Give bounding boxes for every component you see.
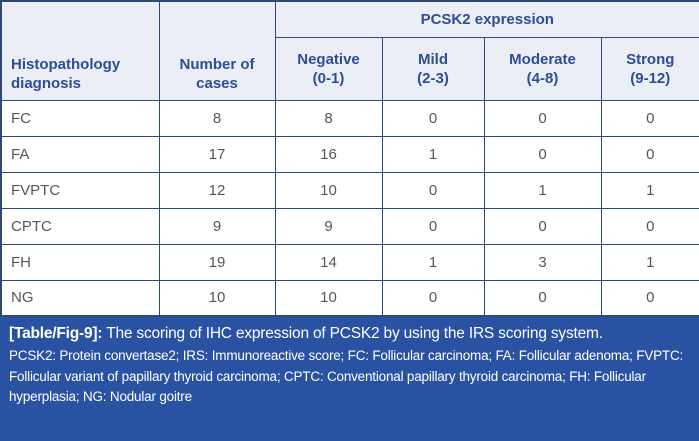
cell-cases: 12 <box>158 171 276 209</box>
cell-cases: 9 <box>158 207 276 245</box>
cell-strong: 0 <box>600 279 699 317</box>
header-moderate-range: (4-8) <box>526 69 559 87</box>
header-strong-range: (9-12) <box>630 69 671 87</box>
header-strong: Strong (9-12) <box>600 36 699 101</box>
figure-caption: [Table/Fig-9]: The scoring of IHC expres… <box>0 317 699 441</box>
cell-strong: 1 <box>600 171 699 209</box>
header-histopathology-diagnosis: Histopathology diagnosis <box>0 0 160 101</box>
cell-moderate: 0 <box>483 279 602 317</box>
table-row-fh: FH 19 14 1 3 1 <box>0 243 699 281</box>
cell-mild: 0 <box>381 279 485 317</box>
cell-negative: 10 <box>274 279 383 317</box>
header-negative-label: Negative <box>297 50 360 68</box>
scoring-table: Histopathology diagnosis Number of cases… <box>0 0 699 317</box>
header-moderate: Moderate (4-8) <box>483 36 602 101</box>
cell-strong: 1 <box>600 243 699 281</box>
table-body: FC 8 8 0 0 0 FA 17 16 1 0 0 FVPTC 12 10 … <box>0 99 699 317</box>
caption-footnote: PCSK2: Protein convertase2; IRS: Immunor… <box>9 348 684 404</box>
cell-diagnosis: FH <box>0 243 160 281</box>
header-mild-range: (2-3) <box>417 69 449 87</box>
header-mild-label: Mild <box>418 50 448 68</box>
sub-header-row: Negative (0-1) Mild (2-3) Moderate (4-8)… <box>1 36 699 101</box>
cell-diagnosis: CPTC <box>0 207 160 245</box>
header-mild: Mild (2-3) <box>381 36 485 101</box>
cell-negative: 16 <box>274 135 383 173</box>
cell-negative: 10 <box>274 171 383 209</box>
cell-diagnosis: NG <box>0 279 160 317</box>
cell-negative: 9 <box>274 207 383 245</box>
cell-negative: 8 <box>274 99 383 137</box>
cell-diagnosis: FC <box>0 99 160 137</box>
header-pcsk2-expression: PCSK2 expression <box>274 0 699 38</box>
group-header-row: Histopathology diagnosis Number of cases… <box>0 0 699 101</box>
cell-moderate: 1 <box>483 171 602 209</box>
header-negative-range: (0-1) <box>312 69 345 87</box>
table-row-fc: FC 8 8 0 0 0 <box>0 99 699 137</box>
cell-strong: 0 <box>600 207 699 245</box>
cell-mild: 1 <box>381 243 485 281</box>
header-number-of-cases: Number of cases <box>158 0 276 101</box>
cell-moderate: 0 <box>483 135 602 173</box>
cell-moderate: 3 <box>483 243 602 281</box>
cell-cases: 17 <box>158 135 276 173</box>
cell-cases: 8 <box>158 99 276 137</box>
table-header: Histopathology diagnosis Number of cases… <box>0 0 699 101</box>
cell-diagnosis: FVPTC <box>0 171 160 209</box>
cell-mild: 0 <box>381 99 485 137</box>
caption-title: [Table/Fig-9]: The scoring of IHC expres… <box>9 323 690 344</box>
cell-moderate: 0 <box>483 207 602 245</box>
table-row-fvptc: FVPTC 12 10 0 1 1 <box>0 171 699 209</box>
cell-mild: 0 <box>381 207 485 245</box>
cell-moderate: 0 <box>483 99 602 137</box>
cell-strong: 0 <box>600 99 699 137</box>
table-row-ng: NG 10 10 0 0 0 <box>0 279 699 317</box>
cell-negative: 14 <box>274 243 383 281</box>
cell-diagnosis: FA <box>0 135 160 173</box>
cell-cases: 10 <box>158 279 276 317</box>
cell-mild: 0 <box>381 171 485 209</box>
table-row-fa: FA 17 16 1 0 0 <box>0 135 699 173</box>
cell-mild: 1 <box>381 135 485 173</box>
header-strong-label: Strong <box>626 50 675 68</box>
caption-title-text: The scoring of IHC expression of PCSK2 b… <box>106 325 603 342</box>
table-row-cptc: CPTC 9 9 0 0 0 <box>0 207 699 245</box>
header-negative: Negative (0-1) <box>274 36 383 101</box>
header-moderate-label: Moderate <box>509 50 576 68</box>
cell-cases: 19 <box>158 243 276 281</box>
cell-strong: 0 <box>600 135 699 173</box>
caption-label: [Table/Fig-9]: <box>9 325 103 342</box>
